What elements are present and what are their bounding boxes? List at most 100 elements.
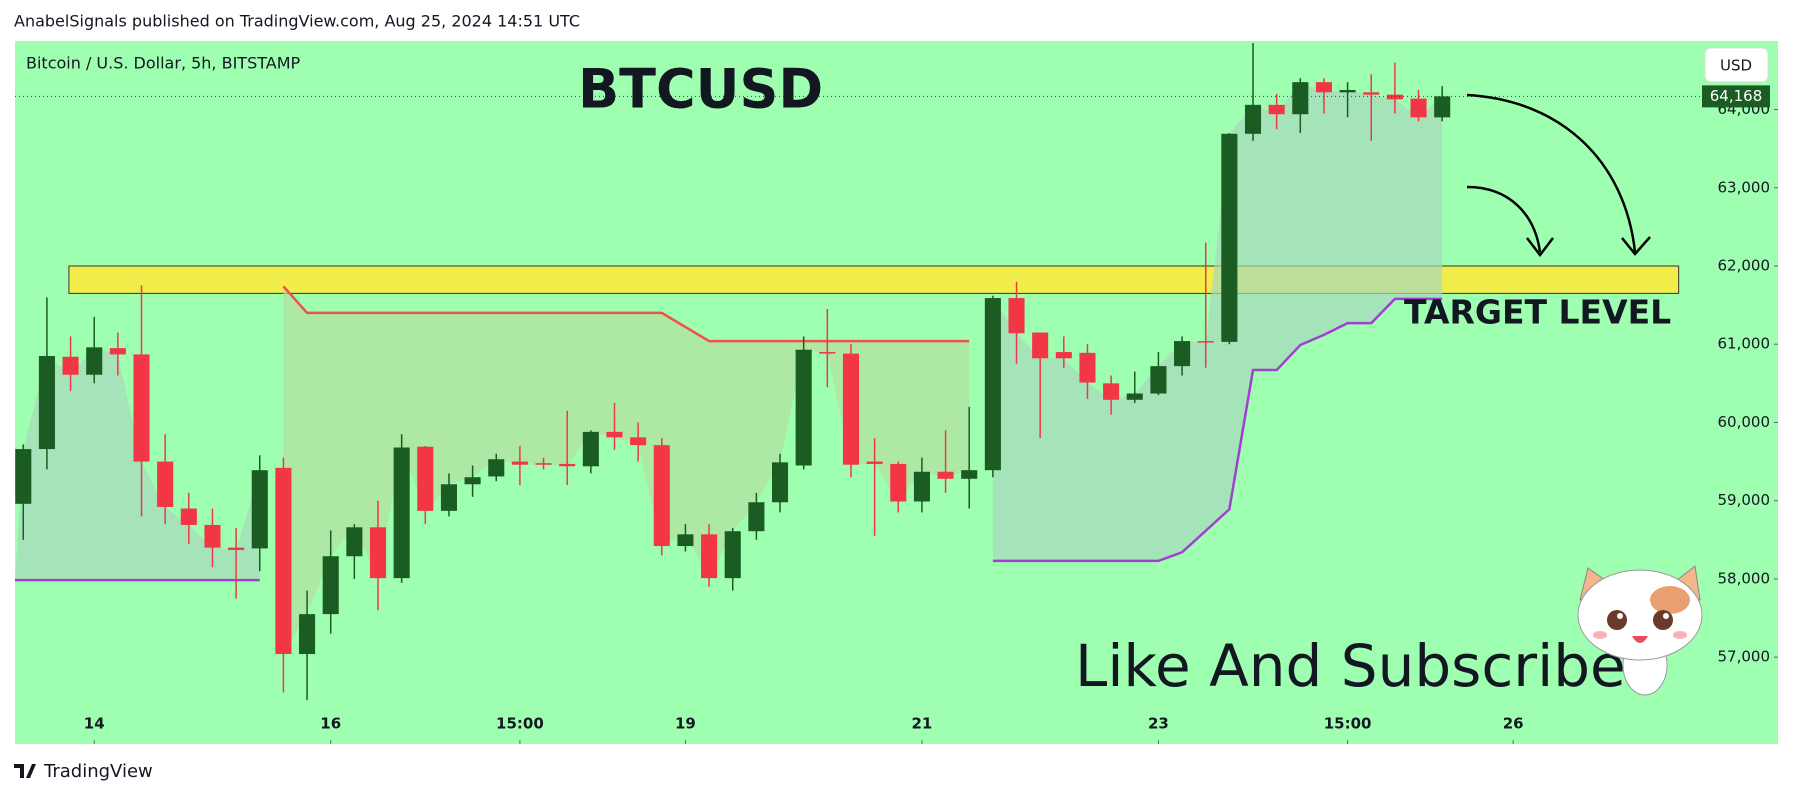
candle-body — [937, 471, 954, 479]
candle-body — [890, 463, 907, 502]
candle-body — [1197, 341, 1214, 343]
candle-body — [1434, 96, 1451, 118]
candle-body — [842, 353, 860, 465]
candle-body — [1079, 352, 1096, 383]
candle-body — [1315, 82, 1332, 93]
candle-body — [251, 470, 268, 549]
candle-body — [866, 461, 883, 464]
candle-body — [1268, 104, 1285, 115]
candle-body — [582, 431, 599, 467]
currency-label: USD — [1720, 57, 1752, 75]
candle-body — [795, 349, 812, 466]
candle-body — [488, 459, 505, 477]
y-tick-label: 58,000 — [1718, 569, 1771, 587]
last-price-label: 64,168 — [1710, 87, 1763, 105]
candle-body — [913, 471, 930, 502]
candle-body — [630, 437, 647, 446]
candle-body — [440, 484, 457, 511]
x-tick-label: 14 — [84, 715, 105, 733]
footer: TradingView — [43, 761, 153, 782]
candle-body — [109, 348, 126, 355]
logo — [14, 764, 36, 778]
indicator-line — [282, 285, 970, 343]
candle-body — [1363, 92, 1380, 95]
candle-body — [346, 527, 363, 557]
candle-body — [559, 463, 576, 467]
y-tick-label: 60,000 — [1718, 413, 1771, 431]
candle-body — [157, 461, 174, 507]
candle-body — [86, 347, 103, 375]
cat-sticker — [1577, 565, 1703, 696]
x-tick-label: 16 — [320, 715, 341, 733]
candle-body — [15, 449, 32, 504]
indicator-shade — [992, 82, 1443, 561]
indicator-shade — [283, 286, 970, 655]
x-tick-label: 23 — [1148, 715, 1169, 733]
candle-body — [299, 614, 316, 655]
candle-body — [748, 502, 765, 532]
candle-body — [1410, 98, 1427, 118]
candle-body — [1244, 104, 1262, 134]
candle-body — [393, 447, 410, 579]
arrows — [1466, 93, 1651, 258]
candle-body — [275, 467, 292, 655]
zone-label: TARGET LEVEL — [1404, 293, 1671, 332]
candle-body — [701, 534, 718, 579]
candle-body — [961, 470, 978, 479]
candle-body — [677, 534, 694, 547]
y-tick-label: 57,000 — [1718, 648, 1771, 666]
candle-body — [724, 531, 741, 579]
candle-body — [1386, 94, 1403, 100]
x-tick-label: 15:00 — [1324, 715, 1372, 733]
annotation: Like And Subscribe — [1075, 632, 1626, 700]
x-tick-label: 21 — [911, 715, 932, 733]
indicator-line — [992, 297, 1443, 563]
y-tick-label: 61,000 — [1718, 335, 1771, 353]
candle-body — [535, 463, 552, 465]
y-tick-label: 62,000 — [1718, 256, 1771, 274]
y-tick-label: 59,000 — [1718, 491, 1771, 509]
subtitle: Bitcoin / U.S. Dollar, 5h, BITSTAMP — [26, 54, 301, 73]
x-tick-label: 15:00 — [496, 715, 544, 733]
candle-body — [180, 508, 197, 525]
candle-body — [1221, 133, 1238, 342]
arrow-head — [1621, 236, 1651, 256]
candle-body — [38, 355, 55, 450]
candle-body — [62, 356, 79, 375]
candle-body — [1032, 332, 1049, 359]
x-tick-label: 19 — [675, 715, 696, 733]
candle-body — [1103, 383, 1120, 400]
candle-body — [417, 446, 434, 511]
arrow — [1466, 93, 1637, 253]
candle-body — [653, 445, 670, 547]
candle-body — [771, 462, 789, 503]
candle-body — [322, 556, 339, 615]
candle-body — [204, 524, 221, 548]
header: AnabelSignals published on TradingView.c… — [14, 12, 580, 31]
candle-body — [228, 547, 245, 550]
candle-body — [984, 298, 1001, 471]
candle-body — [464, 477, 481, 485]
indicator-shade — [15, 347, 260, 581]
candle-body — [511, 461, 528, 465]
candle-body — [819, 352, 836, 354]
candle-body — [133, 354, 150, 462]
candle-body — [369, 527, 387, 579]
candle-body — [1339, 89, 1356, 93]
candle-body — [606, 431, 623, 438]
candle-body — [1292, 82, 1309, 115]
x-tick-label: 26 — [1503, 715, 1524, 733]
y-tick-label: 63,000 — [1718, 178, 1771, 196]
candle-body — [1150, 366, 1167, 394]
last-price-tag — [1702, 85, 1770, 108]
candle-body — [1174, 341, 1191, 367]
chart-title: BTCUSD — [578, 58, 823, 121]
candle-body — [1055, 352, 1072, 359]
arrow — [1466, 185, 1542, 253]
arrow-head — [1526, 237, 1554, 258]
candle-body — [1126, 393, 1143, 400]
candle-body — [1008, 298, 1025, 334]
currency-button[interactable] — [1704, 47, 1769, 83]
